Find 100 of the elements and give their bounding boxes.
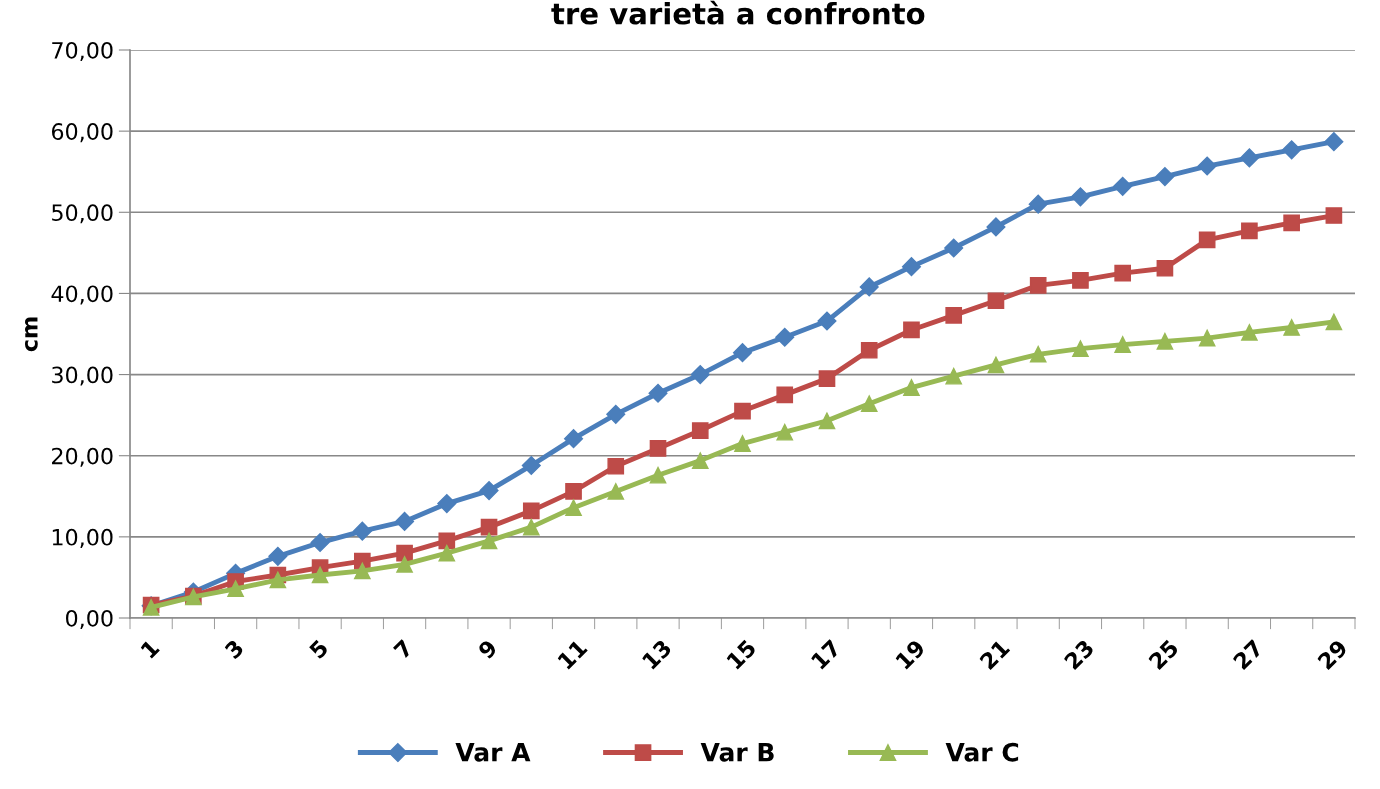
point bbox=[438, 532, 456, 550]
legend-label: Var B bbox=[700, 743, 774, 762]
point bbox=[437, 494, 457, 514]
x-tick-label: 25 bbox=[1147, 638, 1180, 671]
point bbox=[986, 217, 1006, 237]
point bbox=[818, 370, 836, 387]
point bbox=[860, 395, 878, 413]
point bbox=[734, 435, 751, 452]
point bbox=[1072, 272, 1089, 289]
x-tick-label: 19 bbox=[894, 638, 926, 670]
point bbox=[607, 483, 625, 500]
x-tick-label: 1 bbox=[140, 639, 160, 659]
y-tick-label: 30,00 bbox=[52, 366, 113, 386]
y-tick-label: 60,00 bbox=[51, 123, 113, 143]
y-tick-label: 50,00 bbox=[52, 204, 113, 224]
point bbox=[649, 440, 667, 457]
point bbox=[1325, 313, 1343, 331]
point bbox=[1114, 336, 1132, 353]
x-tick-label: 15 bbox=[726, 639, 757, 670]
point bbox=[1241, 222, 1258, 240]
x-tick-label: 27 bbox=[1232, 638, 1264, 671]
point bbox=[987, 292, 1005, 310]
point bbox=[1198, 329, 1216, 347]
x-tick-label: 7 bbox=[393, 639, 414, 660]
y-tick-label: 20,00 bbox=[52, 447, 113, 467]
point bbox=[1283, 214, 1300, 232]
point bbox=[1072, 340, 1089, 357]
point bbox=[1324, 132, 1344, 152]
point bbox=[1325, 207, 1343, 224]
point bbox=[1156, 259, 1174, 277]
point bbox=[1028, 194, 1048, 214]
point bbox=[1070, 187, 1090, 207]
point bbox=[1113, 176, 1133, 196]
point bbox=[310, 533, 330, 553]
legend-label: Var C bbox=[945, 742, 1019, 762]
chart-title: tre varietà a confronto bbox=[551, 0, 925, 25]
point bbox=[1156, 332, 1174, 350]
point bbox=[690, 365, 710, 385]
legend-label: Var A bbox=[455, 743, 531, 762]
point bbox=[859, 277, 879, 297]
point bbox=[901, 257, 921, 277]
point bbox=[565, 483, 582, 500]
point bbox=[691, 452, 709, 469]
point bbox=[438, 544, 456, 562]
point bbox=[1241, 324, 1258, 341]
y-axis-title: cm bbox=[25, 317, 38, 352]
point bbox=[565, 499, 582, 516]
point bbox=[564, 429, 584, 449]
point bbox=[480, 532, 498, 550]
point bbox=[311, 566, 329, 584]
x-tick-label: 17 bbox=[810, 639, 841, 670]
point bbox=[1029, 276, 1047, 294]
point bbox=[903, 379, 920, 396]
x-tick-label: 29 bbox=[1316, 638, 1349, 671]
point bbox=[395, 511, 415, 531]
point bbox=[606, 404, 626, 424]
point bbox=[268, 546, 288, 566]
y-tick-label: 40,00 bbox=[51, 285, 113, 305]
point bbox=[775, 327, 795, 347]
point bbox=[1114, 264, 1132, 282]
point bbox=[987, 356, 1005, 374]
point bbox=[227, 580, 244, 598]
x-tick-label: 5 bbox=[308, 639, 330, 660]
point bbox=[1155, 167, 1175, 187]
point bbox=[1198, 231, 1216, 249]
point bbox=[776, 423, 794, 441]
x-tick-label: 3 bbox=[223, 638, 245, 660]
point bbox=[817, 311, 837, 331]
point bbox=[480, 518, 498, 536]
point bbox=[776, 386, 794, 404]
point bbox=[522, 502, 540, 520]
point bbox=[522, 518, 540, 536]
y-tick-label: 70,00 bbox=[52, 41, 113, 62]
point bbox=[396, 544, 413, 562]
point bbox=[649, 466, 667, 484]
point bbox=[691, 422, 709, 439]
point bbox=[1029, 345, 1047, 363]
y-tick-label: 10,00 bbox=[52, 528, 113, 548]
point bbox=[521, 455, 541, 475]
point bbox=[945, 307, 963, 324]
point bbox=[860, 341, 878, 359]
point bbox=[1283, 319, 1300, 336]
point bbox=[648, 383, 668, 403]
point bbox=[352, 521, 372, 541]
x-tick-label: 23 bbox=[1063, 638, 1095, 671]
x-tick-label: 11 bbox=[557, 639, 588, 670]
point bbox=[353, 562, 371, 580]
point bbox=[945, 367, 963, 385]
point bbox=[818, 412, 836, 430]
x-tick-label: 9 bbox=[477, 638, 499, 660]
point bbox=[734, 402, 751, 420]
x-tick-label: 21 bbox=[978, 638, 1011, 671]
point bbox=[903, 321, 920, 339]
point bbox=[732, 343, 753, 363]
point bbox=[944, 238, 964, 258]
point bbox=[607, 457, 625, 475]
x-tick-label: 13 bbox=[641, 638, 673, 670]
point bbox=[1197, 156, 1217, 176]
point bbox=[269, 571, 287, 589]
point bbox=[1282, 140, 1302, 160]
